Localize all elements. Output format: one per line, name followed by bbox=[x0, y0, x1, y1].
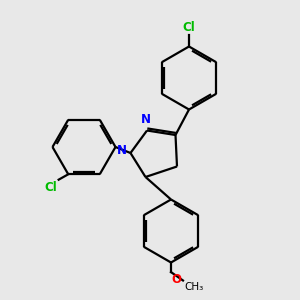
Text: N: N bbox=[117, 144, 127, 157]
Text: Cl: Cl bbox=[183, 21, 195, 34]
Text: N: N bbox=[140, 113, 151, 126]
Text: CH₃: CH₃ bbox=[184, 282, 204, 292]
Text: Cl: Cl bbox=[44, 181, 57, 194]
Text: O: O bbox=[172, 273, 182, 286]
